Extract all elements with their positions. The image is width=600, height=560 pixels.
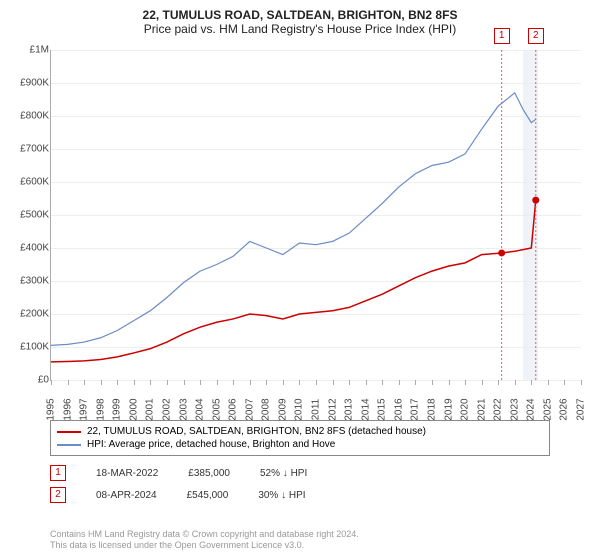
chart-area: £0£100K£200K£300K£400K£500K£600K£700K£80… bbox=[50, 50, 580, 380]
plot: £0£100K£200K£300K£400K£500K£600K£700K£80… bbox=[50, 50, 581, 381]
transaction-pct: 30% ↓ HPI bbox=[258, 490, 305, 501]
transaction-row: 2 08-APR-2024 £545,000 30% ↓ HPI bbox=[50, 487, 307, 503]
marker-badge: 1 bbox=[50, 465, 66, 481]
y-axis-label: £1M bbox=[9, 45, 49, 56]
legend-swatch bbox=[57, 444, 81, 446]
legend: 22, TUMULUS ROAD, SALTDEAN, BRIGHTON, BN… bbox=[50, 420, 550, 456]
transaction-price: £545,000 bbox=[187, 490, 229, 501]
footer-line: This data is licensed under the Open Gov… bbox=[50, 540, 359, 552]
transaction-pct: 52% ↓ HPI bbox=[260, 468, 307, 479]
legend-label: 22, TUMULUS ROAD, SALTDEAN, BRIGHTON, BN… bbox=[87, 426, 426, 437]
footer: Contains HM Land Registry data © Crown c… bbox=[50, 529, 359, 552]
chart-svg bbox=[51, 50, 581, 380]
y-axis-label: £300K bbox=[9, 276, 49, 287]
legend-item: 22, TUMULUS ROAD, SALTDEAN, BRIGHTON, BN… bbox=[57, 425, 543, 438]
y-axis-label: £500K bbox=[9, 210, 49, 221]
transaction-price: £385,000 bbox=[188, 468, 230, 479]
y-axis-label: £200K bbox=[9, 309, 49, 320]
y-axis-label: £700K bbox=[9, 144, 49, 155]
marker-badge: 2 bbox=[50, 487, 66, 503]
y-axis-label: £800K bbox=[9, 111, 49, 122]
transaction-row: 1 18-MAR-2022 £385,000 52% ↓ HPI bbox=[50, 465, 307, 481]
legend-item: HPI: Average price, detached house, Brig… bbox=[57, 438, 543, 451]
x-axis-label: 2027 bbox=[576, 395, 587, 425]
legend-swatch bbox=[57, 431, 81, 433]
footer-line: Contains HM Land Registry data © Crown c… bbox=[50, 529, 359, 541]
marker-badge: 1 bbox=[494, 28, 510, 44]
y-axis-label: £0 bbox=[9, 375, 49, 386]
transaction-date: 08-APR-2024 bbox=[96, 490, 157, 501]
title-sub: Price paid vs. HM Land Registry's House … bbox=[0, 22, 600, 40]
x-axis-label: 2026 bbox=[559, 395, 570, 425]
title-main: 22, TUMULUS ROAD, SALTDEAN, BRIGHTON, BN… bbox=[0, 0, 600, 22]
transaction-table: 1 18-MAR-2022 £385,000 52% ↓ HPI 2 08-AP… bbox=[50, 465, 307, 509]
y-axis-label: £600K bbox=[9, 177, 49, 188]
figure: 22, TUMULUS ROAD, SALTDEAN, BRIGHTON, BN… bbox=[0, 0, 600, 560]
legend-label: HPI: Average price, detached house, Brig… bbox=[87, 439, 335, 450]
transaction-date: 18-MAR-2022 bbox=[96, 468, 158, 479]
y-axis-label: £900K bbox=[9, 78, 49, 89]
marker-badge: 2 bbox=[528, 28, 544, 44]
y-axis-label: £400K bbox=[9, 243, 49, 254]
y-axis-label: £100K bbox=[9, 342, 49, 353]
